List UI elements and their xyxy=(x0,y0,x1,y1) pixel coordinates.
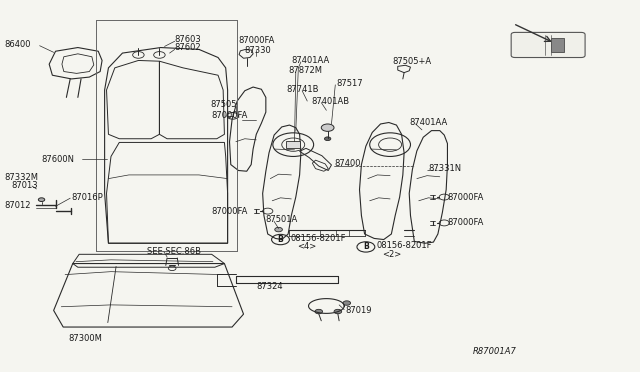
Text: 86400: 86400 xyxy=(4,41,31,49)
Text: 87400: 87400 xyxy=(334,159,360,169)
Circle shape xyxy=(275,227,282,232)
Text: 08156-8201F: 08156-8201F xyxy=(376,241,431,250)
Circle shape xyxy=(315,310,323,314)
Text: <2>: <2> xyxy=(383,250,402,259)
Text: R87001A7: R87001A7 xyxy=(473,347,517,356)
Text: B: B xyxy=(278,235,284,244)
Text: 87501A: 87501A xyxy=(266,215,298,224)
Text: 87012: 87012 xyxy=(4,201,31,210)
FancyBboxPatch shape xyxy=(511,32,585,58)
Text: 87000FA: 87000FA xyxy=(447,218,484,227)
Text: 87016P: 87016P xyxy=(72,193,103,202)
Text: 87602: 87602 xyxy=(175,43,202,52)
Text: 87000FA: 87000FA xyxy=(212,110,248,120)
Text: 87600N: 87600N xyxy=(41,155,74,164)
Text: 87331N: 87331N xyxy=(428,164,461,173)
Text: 87401AA: 87401AA xyxy=(409,118,447,127)
Text: 87505+A: 87505+A xyxy=(393,57,432,66)
Text: 87330: 87330 xyxy=(244,46,271,55)
Text: 87332M: 87332M xyxy=(4,173,38,182)
Bar xyxy=(551,38,564,52)
Text: 08156-8201F: 08156-8201F xyxy=(291,234,346,243)
Circle shape xyxy=(324,137,331,141)
Text: 87000FA: 87000FA xyxy=(239,36,275,45)
Text: 87300M: 87300M xyxy=(68,334,102,343)
Text: 87000FA: 87000FA xyxy=(212,206,248,216)
Text: 87019: 87019 xyxy=(346,306,372,315)
Circle shape xyxy=(343,301,351,305)
Circle shape xyxy=(321,124,334,131)
Text: 87505: 87505 xyxy=(211,100,237,109)
Text: 87401AA: 87401AA xyxy=(291,56,330,65)
Text: 87872M: 87872M xyxy=(288,66,322,75)
Text: 87401AB: 87401AB xyxy=(312,97,350,106)
Text: 87013: 87013 xyxy=(11,182,38,190)
Text: <4>: <4> xyxy=(297,242,316,251)
Text: B: B xyxy=(363,243,369,251)
Text: 87603: 87603 xyxy=(175,35,202,44)
Text: 87741B: 87741B xyxy=(286,85,319,94)
Bar xyxy=(285,141,300,148)
Circle shape xyxy=(38,198,45,202)
Text: 87517: 87517 xyxy=(336,79,362,88)
Text: SEE SEC.86B: SEE SEC.86B xyxy=(147,247,201,256)
Text: 87324: 87324 xyxy=(256,282,283,291)
Text: 87000FA: 87000FA xyxy=(447,193,484,202)
Circle shape xyxy=(334,310,342,314)
